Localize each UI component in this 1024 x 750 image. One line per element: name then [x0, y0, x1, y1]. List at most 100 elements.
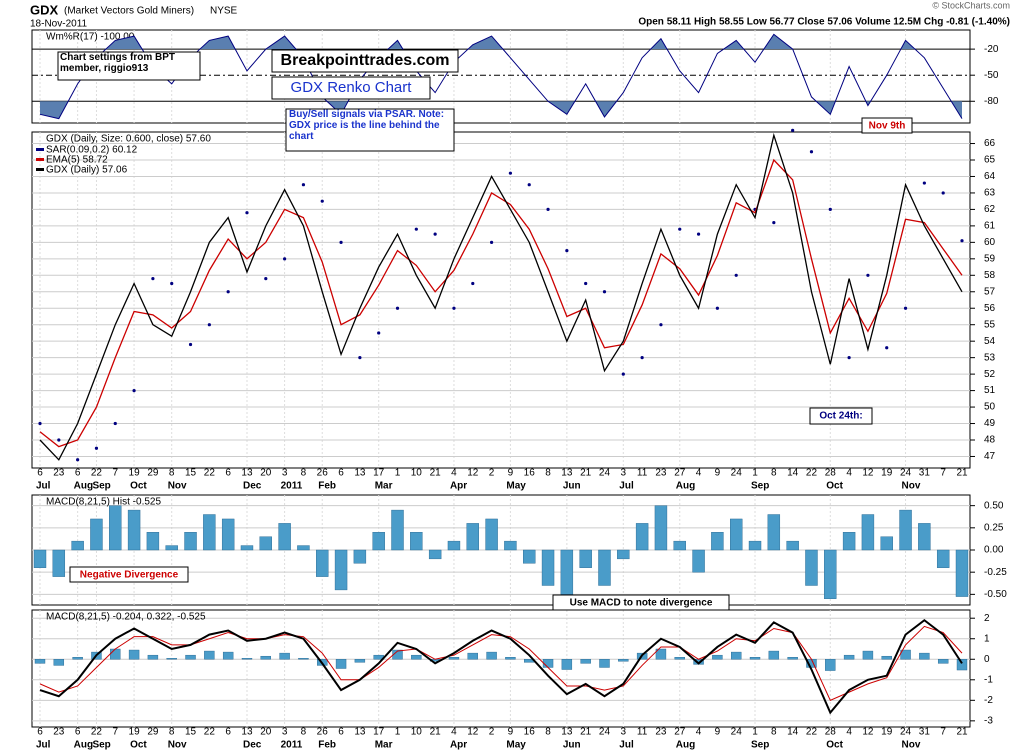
hist-bar	[673, 540, 686, 551]
sar-dot	[132, 388, 136, 393]
x-tick-label: 8	[771, 727, 777, 738]
hist-bar	[504, 540, 517, 551]
x-tick-label: 24	[731, 468, 743, 479]
x-tick-label: 7	[112, 468, 118, 479]
x-tick-label: 23	[655, 468, 667, 479]
x-tick-label: 2	[489, 468, 495, 479]
hist-bar	[72, 657, 83, 660]
sar-dot	[659, 323, 663, 327]
x-tick-label: 28	[825, 468, 837, 479]
hist-bar	[466, 523, 479, 551]
sar-dot	[57, 438, 61, 442]
hist-bar	[655, 648, 667, 660]
hist-bar	[260, 655, 271, 660]
hist-bar	[52, 549, 66, 577]
x-tick-label: 3	[621, 727, 627, 738]
x-tick-label: 21	[430, 468, 442, 479]
x-tick-label: 1	[752, 468, 758, 479]
sar-dot	[94, 446, 99, 450]
price-line	[39, 132, 963, 461]
y-tick-label: 48	[984, 435, 996, 446]
hist-bar	[748, 540, 762, 551]
x-tick-label: 21	[580, 468, 592, 479]
x-month-label: Jun	[563, 740, 581, 750]
sar-dot	[941, 191, 945, 195]
x-tick-label: 24	[599, 727, 611, 738]
y-tick-label: 60	[984, 237, 996, 248]
x-tick-label: 6	[75, 468, 81, 479]
x-tick-label: 8	[545, 468, 551, 479]
sar-dot	[772, 220, 776, 225]
x-month-label: Sep	[92, 740, 110, 750]
x-tick-label: 26	[317, 727, 329, 738]
x-month-label: Aug	[74, 481, 93, 492]
x-tick-label: 7	[940, 468, 946, 479]
hist-bar	[692, 549, 705, 573]
sar-dot	[546, 207, 550, 212]
y-tick-label: 0.00	[984, 545, 1004, 556]
sar-dot	[734, 273, 738, 277]
y-tick-label: 47	[984, 451, 996, 462]
x-tick-label: 21	[956, 727, 968, 738]
x-tick-label: 8	[301, 468, 307, 479]
sar-dot	[207, 323, 211, 327]
y-tick-label: 2	[984, 613, 990, 624]
note-box	[809, 407, 873, 425]
hist-bar	[110, 648, 121, 660]
annotations: Chart settings from BPT member, riggio91…	[57, 49, 913, 611]
x-month-label: Apr	[450, 740, 467, 750]
company: (Market Vectors Gold Miners)	[64, 6, 194, 17]
x-tick-label: 14	[787, 468, 799, 479]
x-tick-label: 22	[91, 468, 103, 479]
x-tick-label: 9	[508, 468, 514, 479]
sar-dot	[828, 207, 832, 212]
x-tick-label: 21	[956, 468, 968, 479]
x-month-label: Jul	[36, 740, 51, 750]
x-month-label: Apr	[450, 481, 467, 492]
hist-bar	[505, 657, 516, 660]
hist-bar	[259, 536, 272, 551]
y-tick-label: 61	[984, 221, 996, 232]
sar-dot	[527, 183, 531, 187]
x-tick-label: 13	[561, 468, 573, 479]
hist-bar	[899, 509, 912, 551]
hist-bar	[279, 652, 290, 660]
sar-dot	[922, 181, 926, 185]
hist-bar	[561, 659, 573, 670]
hist-bar	[372, 532, 385, 551]
x-tick-label: 4	[846, 468, 852, 479]
hist-bar	[165, 545, 178, 551]
y-tick-label: -0.25	[984, 567, 1007, 578]
x-tick-label: 31	[919, 727, 931, 738]
hist-bar	[241, 658, 253, 660]
y-tick-label: 65	[984, 155, 996, 166]
sar-dot	[696, 232, 701, 236]
x-tick-label: 19	[881, 727, 893, 738]
x-tick-label: 8	[771, 468, 777, 479]
y-tick-label: 52	[984, 369, 996, 380]
hist-bar	[862, 650, 874, 660]
x-tick-label: 10	[411, 468, 423, 479]
hist-bar	[731, 651, 742, 660]
hist-bar	[410, 532, 423, 551]
sar-dot	[866, 273, 870, 277]
hist-bar	[222, 651, 234, 660]
hist-bar	[240, 545, 254, 551]
y-tick-label: 49	[984, 418, 996, 429]
hist-bar	[712, 654, 723, 660]
note-box	[271, 76, 431, 100]
legend-swatch	[36, 148, 44, 151]
y-tick-label: 64	[984, 171, 996, 182]
sar-dot	[188, 342, 193, 347]
x-month-label: Dec	[243, 481, 262, 492]
hist-bar	[955, 549, 969, 597]
sar-dot	[358, 356, 362, 360]
y-tick-label: 0.50	[984, 500, 1004, 511]
hist-bar	[956, 659, 968, 671]
y-tick-label: 55	[984, 319, 996, 330]
y-tick-label: 63	[984, 188, 996, 199]
hist-bar	[560, 549, 574, 595]
x-month-label: Mar	[375, 481, 393, 492]
hist-bar	[166, 658, 177, 660]
x-tick-label: 26	[317, 468, 329, 479]
